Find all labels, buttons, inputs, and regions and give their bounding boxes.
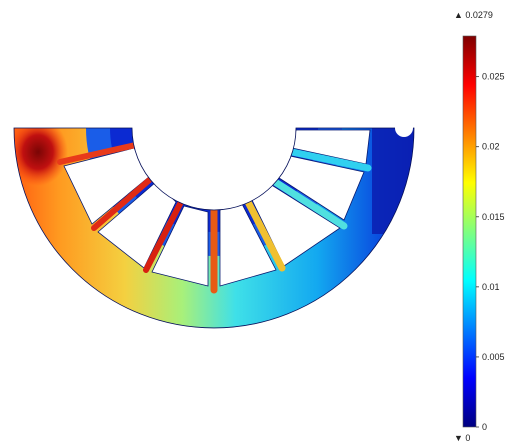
colorbar-tick-label: 0.015 <box>482 212 505 222</box>
colorbar-min-label: ▼ 0 <box>454 433 470 443</box>
colorbar-tick-label: 0.025 <box>482 72 505 82</box>
colorbar-ticks: 0.025 0.02 0.015 0.01 0.005 0 <box>476 72 505 432</box>
spoke-6 <box>268 176 348 230</box>
body-outline <box>13 127 415 329</box>
colorbar <box>462 35 477 428</box>
spoke-1 <box>57 141 143 165</box>
colorbar-tick-label: 0.02 <box>482 142 500 152</box>
hotspot-region <box>14 128 68 186</box>
spoke-3 <box>143 197 185 273</box>
corner-notch <box>395 119 413 137</box>
window-2 <box>97 181 177 269</box>
spokes <box>57 141 372 294</box>
colorbar-max-label: ▲ 0.0279 <box>454 10 493 20</box>
color-legend: ▲ 0.0279 0.025 0.02 0.015 0.01 0.005 0 ▼ 0 <box>454 10 505 443</box>
window-cutouts <box>63 129 371 287</box>
colorbar-tick-label: 0.005 <box>482 352 505 362</box>
spoke-5 <box>242 194 286 272</box>
colorbar-tick-label: 0.01 <box>482 282 500 292</box>
right-dark-region <box>372 128 414 234</box>
spoke-7 <box>288 148 372 172</box>
colorbar-tick-label: 0 <box>482 422 487 432</box>
rotor-geometry <box>13 119 415 329</box>
window-3 <box>151 205 209 287</box>
spoke-2 <box>91 173 157 231</box>
